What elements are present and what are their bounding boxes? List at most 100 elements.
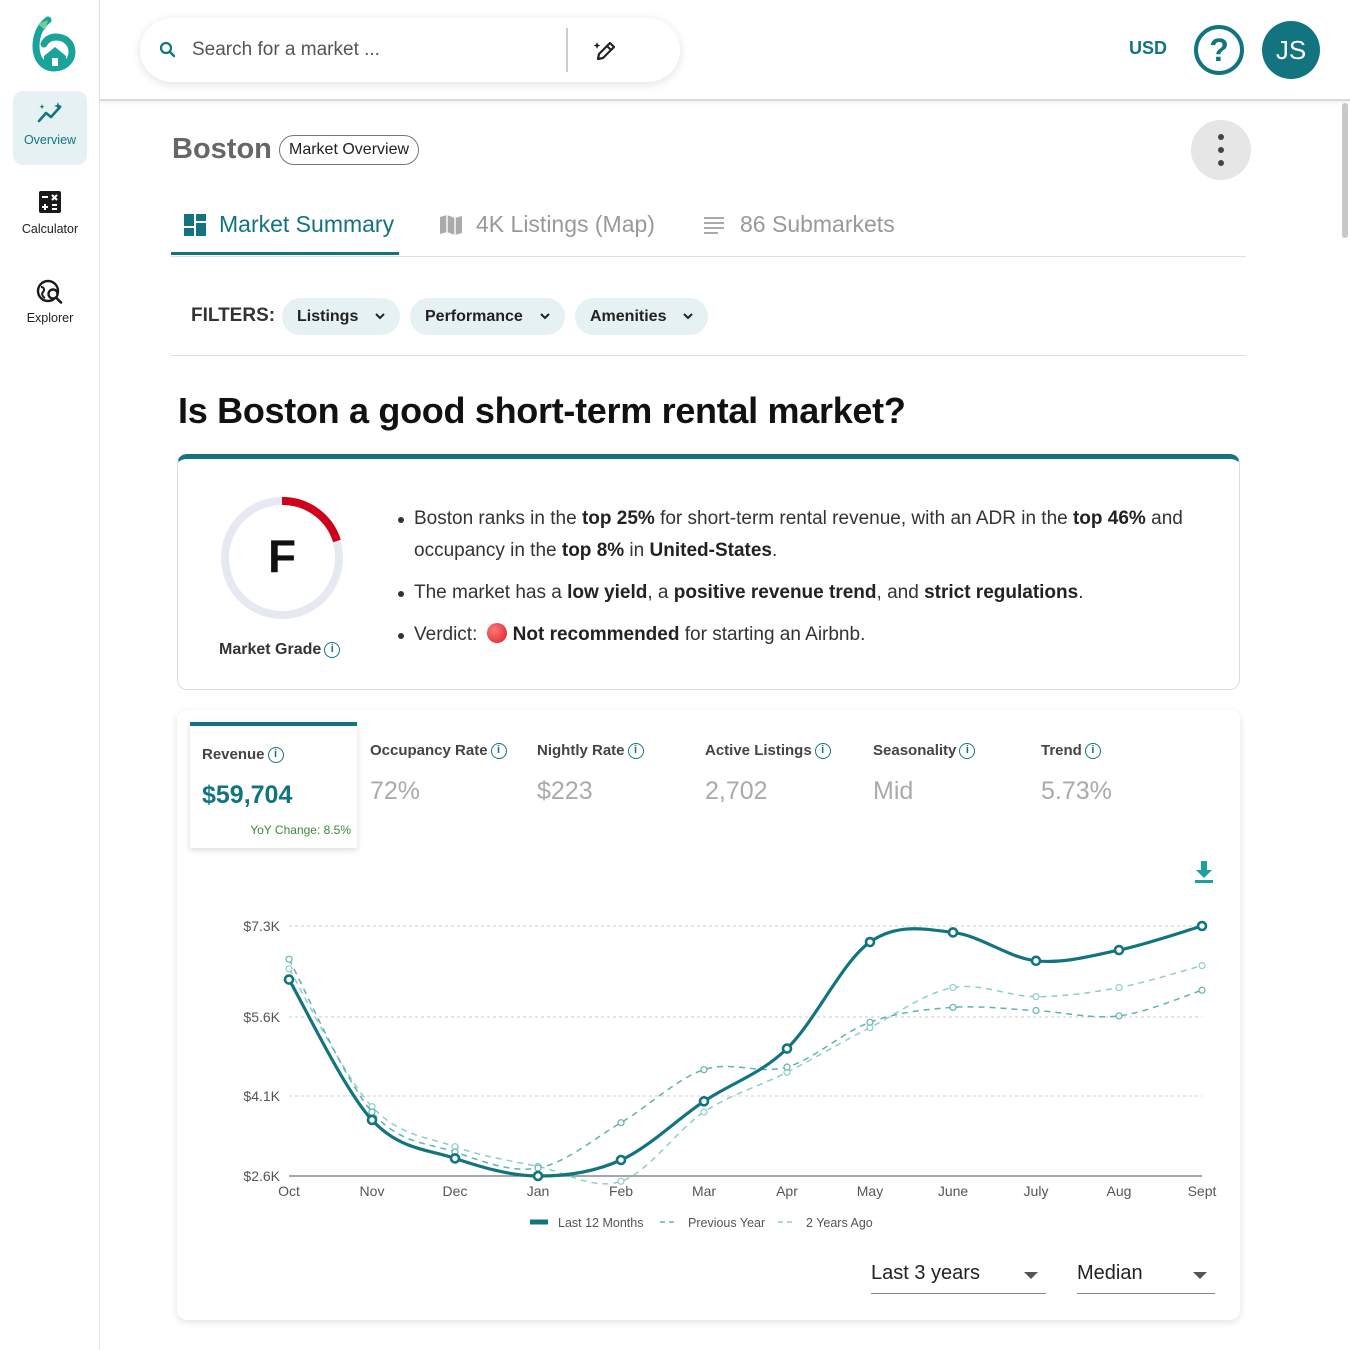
search-input[interactable] — [192, 34, 552, 66]
kebab-dot — [1218, 160, 1224, 166]
market-summary-list: Boston ranks in the top 25% for short-te… — [398, 503, 1198, 661]
x-tick-label: Mar — [692, 1183, 716, 1199]
legend-label: Last 12 Months — [558, 1216, 643, 1230]
data-point — [698, 1096, 710, 1107]
metric-tab-trend[interactable]: Trend i 5.73% — [1029, 722, 1196, 848]
data-point — [449, 1153, 461, 1164]
data-point — [1113, 944, 1125, 956]
metric-value: 5.73% — [1041, 777, 1112, 805]
metric-tab-revenue[interactable]: Revenue i $59,704 YoY Change: 8.5% — [190, 722, 357, 848]
data-point — [783, 1063, 791, 1071]
data-point — [532, 1170, 544, 1182]
x-tick-label: June — [938, 1183, 969, 1199]
data-point — [1032, 1006, 1040, 1015]
grade-letter: F — [267, 530, 297, 582]
y-tick-label: $7.3K — [243, 918, 280, 934]
chevron-down-icon — [683, 313, 693, 320]
x-tick-label: May — [857, 1183, 883, 1199]
info-icon[interactable]: i — [959, 743, 976, 760]
app-logo[interactable] — [30, 16, 80, 74]
metric-value: 2,702 — [705, 777, 768, 805]
data-point — [949, 983, 957, 992]
summary-bullet: Boston ranks in the top 25% for short-te… — [398, 503, 1198, 567]
data-point — [700, 1066, 708, 1074]
info-icon[interactable]: i — [627, 743, 644, 760]
metric-tab-occupancy[interactable]: Occupancy Rate i 72% — [358, 722, 525, 848]
page-title: Boston — [172, 133, 272, 165]
x-tick-label: Apr — [776, 1183, 798, 1199]
kebab-dot — [1218, 134, 1224, 140]
grade-gauge — [221, 496, 343, 619]
metric-tab-nightly-rate[interactable]: Nightly Rate i $223 — [525, 722, 692, 848]
range-select[interactable]: Last 3 years — [871, 1258, 1046, 1294]
series-line-2 — [288, 964, 1203, 1185]
sidebar-item-label: Explorer — [26, 311, 74, 325]
trend-sparkle-icon — [37, 102, 62, 123]
sidebar-item-calculator[interactable]: Calculator — [13, 180, 87, 254]
data-point — [1115, 1012, 1123, 1020]
edit-sparkle-icon[interactable] — [593, 38, 619, 64]
legend-label: 2 Years Ago — [806, 1216, 873, 1230]
y-tick-label: $2.6K — [243, 1168, 280, 1184]
info-icon[interactable]: i — [490, 743, 507, 760]
data-point — [285, 955, 293, 963]
metric-value: $59,704 — [202, 781, 293, 809]
sidebar-item-label: Calculator — [21, 222, 79, 236]
more-options-button[interactable] — [1191, 120, 1251, 180]
stat-select[interactable]: Median — [1077, 1258, 1215, 1294]
metric-label: Active Listings i — [705, 742, 831, 760]
info-icon[interactable]: i — [814, 743, 831, 760]
tab-submarkets[interactable]: 86 Submarkets — [703, 195, 903, 255]
data-point — [864, 936, 876, 948]
tab-listings-map[interactable]: 4K Listings (Map) — [439, 195, 669, 255]
metric-tab-seasonality[interactable]: Seasonality i Mid — [861, 722, 1028, 848]
metric-label: Nightly Rate i — [537, 742, 644, 760]
search-divider — [566, 28, 568, 72]
data-point — [1032, 993, 1040, 1001]
filter-listings[interactable]: Listings — [282, 298, 400, 335]
data-point — [615, 1154, 627, 1166]
info-icon[interactable]: i — [267, 747, 284, 764]
currency-selector[interactable]: USD — [1129, 38, 1168, 58]
data-point — [1198, 962, 1206, 970]
globe-search-icon — [36, 279, 63, 304]
metric-tab-active-listings[interactable]: Active Listings i 2,702 — [693, 722, 860, 848]
tab-label: Market Summary — [219, 211, 395, 237]
y-tick-label: $4.1K — [243, 1088, 280, 1104]
info-icon[interactable]: i — [1084, 743, 1101, 760]
scrollbar[interactable] — [1340, 101, 1350, 1350]
top-bar: USD ? JS — [100, 0, 1350, 101]
tab-label: 86 Submarkets — [740, 211, 895, 237]
tab-market-summary[interactable]: Market Summary — [171, 195, 399, 255]
scrollbar-thumb[interactable] — [1342, 103, 1348, 238]
x-tick-label: Jan — [527, 1183, 550, 1199]
sidebar-item-label: Overview — [23, 133, 77, 147]
metric-label: Trend i — [1041, 742, 1101, 760]
y-tick-label: $5.6K — [243, 1009, 280, 1025]
filter-label: Performance — [425, 308, 523, 325]
yoy-change: YoY Change: 8.5% — [250, 823, 351, 837]
filter-performance[interactable]: Performance — [410, 298, 565, 335]
info-icon[interactable]: i — [324, 641, 341, 658]
data-point — [781, 1043, 793, 1054]
help-icon[interactable]: ? — [1194, 25, 1244, 75]
summary-bullet: Verdict: Not recommended for starting an… — [398, 619, 1198, 651]
red-dot-icon — [486, 623, 507, 643]
data-point — [1115, 983, 1123, 992]
search-bar[interactable] — [140, 18, 680, 82]
page-badge: Market Overview — [279, 135, 420, 165]
calculator-icon — [39, 191, 61, 213]
avatar[interactable]: JS — [1262, 21, 1320, 79]
data-point — [947, 927, 959, 938]
sidebar-item-explorer[interactable]: Explorer — [13, 269, 87, 343]
download-icon[interactable] — [1193, 860, 1215, 884]
filter-amenities[interactable]: Amenities — [575, 298, 708, 335]
data-point — [949, 1003, 957, 1011]
data-point — [534, 1164, 542, 1172]
grade-label-text: Market Grade — [219, 641, 322, 658]
tab-label: 4K Listings (Map) — [476, 211, 655, 237]
x-tick-label: Sept — [1188, 1183, 1217, 1199]
sidebar-item-overview[interactable]: Overview — [13, 91, 87, 165]
data-point — [1198, 986, 1206, 994]
x-tick-label: Aug — [1107, 1183, 1132, 1199]
